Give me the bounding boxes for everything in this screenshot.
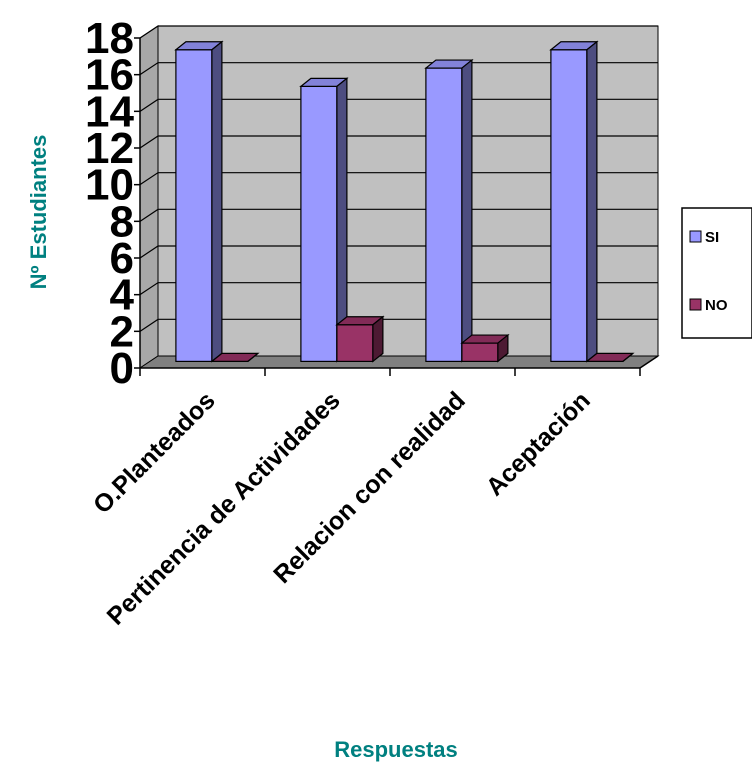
bar-front — [301, 86, 337, 361]
bar-side — [587, 42, 597, 362]
bar-front — [426, 68, 462, 361]
x-axis-title: Respuestas — [334, 737, 458, 762]
x-tick-label: Pertinencia de Actividades — [102, 386, 346, 630]
y-tick-label: 18 — [85, 14, 134, 63]
bar-front — [462, 343, 498, 361]
legend-swatch-no — [690, 299, 701, 310]
side-wall — [140, 26, 158, 368]
y-axis-title: Nº Estudiantes — [26, 135, 51, 290]
legend-swatch-si — [690, 231, 701, 242]
legend-label-no: NO — [705, 297, 728, 314]
legend: SI NO — [682, 208, 752, 338]
bar-si-2 — [426, 60, 472, 361]
bar-si-3 — [551, 42, 597, 362]
bar-si-0 — [176, 42, 222, 362]
bar-no-1 — [337, 317, 383, 362]
bar-si-1 — [301, 78, 347, 361]
bar-front — [551, 50, 587, 362]
bar-front — [337, 325, 373, 362]
x-tick-label: Aceptación — [481, 386, 596, 501]
legend-label-si: SI — [705, 229, 719, 246]
x-tick-label: O.Planteados — [88, 386, 221, 519]
bar-no-2 — [462, 335, 508, 361]
bar-front — [176, 50, 212, 362]
legend-box — [682, 208, 752, 338]
bar-side — [373, 317, 383, 362]
bar-side — [462, 60, 472, 361]
bar-side — [212, 42, 222, 362]
